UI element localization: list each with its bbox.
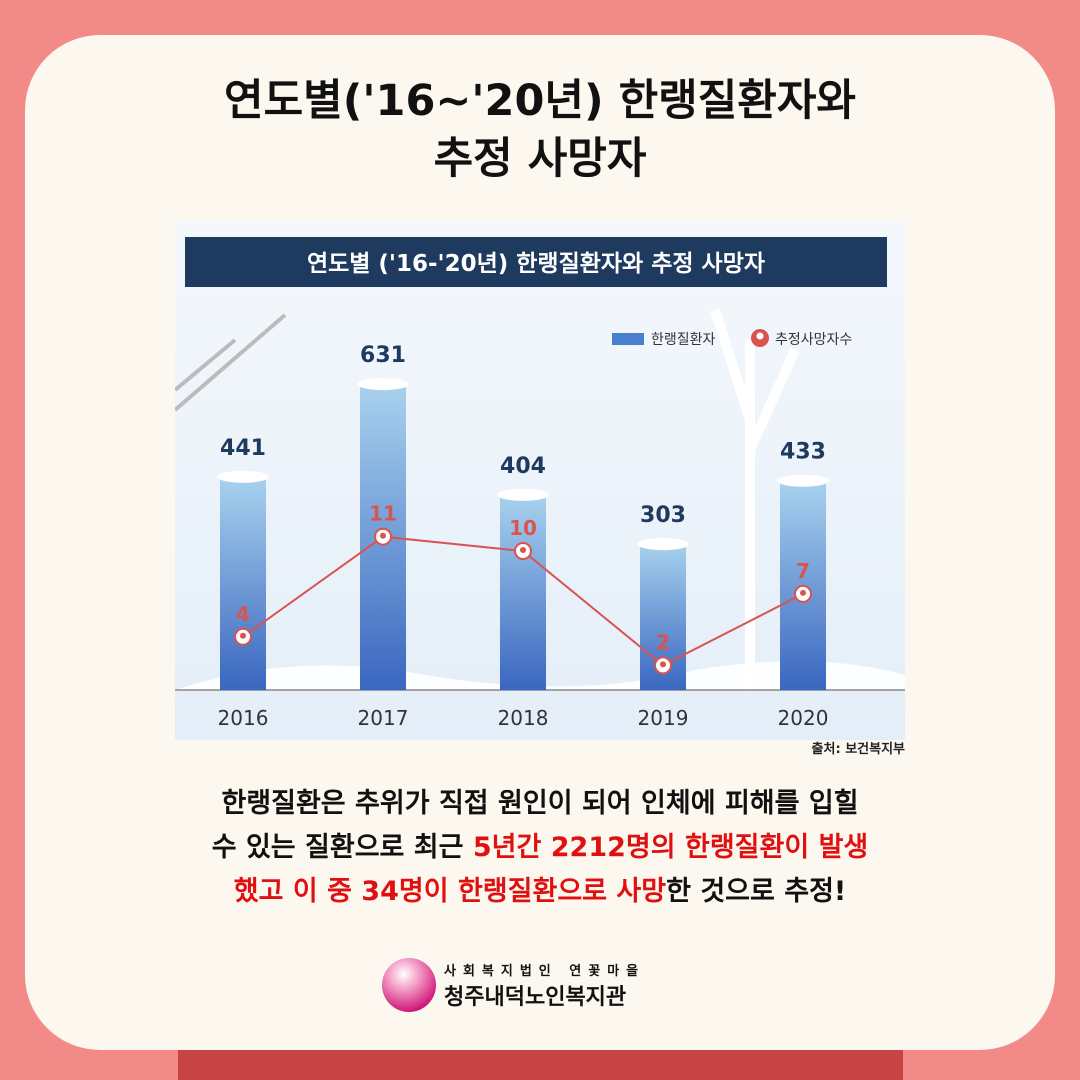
bar [780, 478, 826, 690]
legend-bar-label: 한랭질환자 [651, 332, 716, 348]
x-tick-label: 2018 [498, 706, 549, 730]
legend-line-label: 추정사망자수 [775, 332, 852, 348]
person-icon [800, 589, 806, 596]
source-note: 출처: 보건복지부 [811, 742, 905, 757]
body-line-3b: 한 것으로 추정! [666, 876, 847, 907]
death-value-label: 2 [656, 630, 670, 654]
bar-snow-cap [497, 488, 549, 501]
death-value-label: 4 [236, 602, 250, 626]
branch-decoration [175, 313, 287, 412]
chart-title-bg [185, 237, 887, 287]
bar [220, 474, 266, 690]
logo-name: 청주내덕노인복지관 [444, 984, 627, 1010]
legend-bar-swatch [612, 333, 644, 345]
person-icon [660, 661, 666, 668]
death-value-label: 11 [369, 502, 397, 526]
bar-value-label: 303 [640, 503, 686, 528]
bar [500, 492, 546, 690]
death-value-label: 10 [509, 516, 537, 540]
body-line-2a: 수 있는 질환으로 최근 [211, 832, 473, 863]
bar-value-label: 404 [500, 454, 546, 479]
x-tick-label: 2016 [218, 706, 269, 730]
body-text: 한랭질환은 추위가 직접 원인이 되어 인체에 피해를 입힐 수 있는 질환으로… [40, 782, 1040, 914]
body-line-1: 한랭질환은 추위가 직접 원인이 되어 인체에 피해를 입힐 [221, 788, 859, 819]
person-icon [380, 532, 386, 539]
bar-value-label: 441 [220, 436, 266, 461]
chart-title: 연도별 ('16-'20년) 한랭질환자와 추정 사망자 [307, 251, 765, 277]
tree-decoration [710, 308, 800, 690]
logo-subtitle: 사회복지법인 연꽃마을 [444, 963, 646, 979]
legend: 한랭질환자 추정사망자수 [612, 329, 852, 348]
x-tick-label: 2017 [358, 706, 409, 730]
chart: 연도별 ('16-'20년) 한랭질환자와 추정 사망자 한랭질환자 추정사망자… [175, 220, 905, 740]
death-value-label: 7 [796, 559, 810, 583]
organization-logo: 사회복지법인 연꽃마을 청주내덕노인복지관 [382, 958, 645, 1012]
bar-snow-cap [637, 538, 689, 551]
person-icon [240, 632, 246, 639]
page-title: 연도별('16~'20년) 한랭질환자와 추정 사망자 [0, 72, 1080, 188]
body-line-2: 수 있는 질환으로 최근 5년간 2212명의 한랭질환이 발생 [40, 826, 1040, 870]
x-tick-label: 2020 [778, 706, 829, 730]
body-highlight-2: 했고 이 중 34명이 한랭질환으로 사망 [233, 876, 667, 907]
snow-hill [175, 661, 905, 690]
title-line-1: 연도별('16~'20년) 한랭질환자와 [224, 76, 856, 126]
bar-value-label: 631 [360, 343, 406, 368]
person-icon [520, 547, 526, 553]
title-line-2: 추정 사망자 [433, 134, 647, 184]
bar-snow-cap [217, 470, 269, 483]
bar-snow-cap [357, 378, 409, 391]
body-line-3: 했고 이 중 34명이 한랭질환으로 사망한 것으로 추정! [40, 870, 1040, 914]
bottom-bar [178, 1050, 903, 1080]
bar-snow-cap [777, 474, 829, 487]
x-tick-label: 2019 [638, 706, 689, 730]
bar-value-label: 433 [780, 440, 826, 465]
lotus-logo-icon [382, 958, 436, 1012]
legend-person-head [756, 332, 764, 340]
body-highlight-1: 5년간 2212명의 한랭질환이 발생 [472, 832, 869, 863]
